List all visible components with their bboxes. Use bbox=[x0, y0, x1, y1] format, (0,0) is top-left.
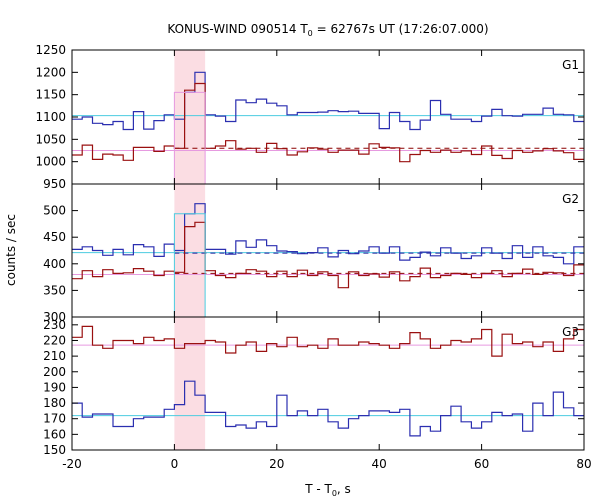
y-tick-label: 1000 bbox=[35, 155, 66, 169]
series-g3-blue bbox=[72, 380, 584, 437]
y-tick-label: 160 bbox=[43, 427, 66, 441]
x-tick-label: 40 bbox=[372, 457, 387, 471]
y-tick-label: 950 bbox=[43, 177, 66, 191]
y-axis-label: counts / sec bbox=[4, 214, 18, 286]
panel-label: G1 bbox=[562, 58, 579, 72]
y-tick-label: 190 bbox=[43, 380, 66, 394]
series-g1-red bbox=[72, 82, 584, 163]
panel-frame bbox=[71, 316, 585, 451]
y-tick-label: 300 bbox=[43, 310, 66, 324]
x-tick-label: 60 bbox=[474, 457, 489, 471]
y-tick-label: 220 bbox=[43, 333, 66, 347]
x-axis-label: T - T0, s bbox=[304, 482, 351, 498]
chart-title: KONUS-WIND 090514 T0 = 62767s UT (17:26:… bbox=[167, 22, 488, 38]
series-g2-blue bbox=[72, 203, 584, 265]
y-tick-label: 210 bbox=[43, 349, 66, 363]
x-tick-label: -20 bbox=[62, 457, 82, 471]
y-tick-label: 230 bbox=[43, 318, 66, 332]
panel-g2: 300 350 400 450 500 G2 bbox=[43, 183, 585, 324]
y-tick-label: 400 bbox=[43, 257, 66, 271]
panel-label: G3 bbox=[562, 325, 579, 339]
highlight-band bbox=[174, 50, 206, 184]
y-tick-label: 170 bbox=[43, 412, 66, 426]
y-tick-label: 450 bbox=[43, 230, 66, 244]
y-tick-label: 1200 bbox=[35, 65, 66, 79]
x-tick-label: 80 bbox=[576, 457, 591, 471]
overlay-cyan bbox=[173, 213, 206, 317]
series-g2-red bbox=[72, 221, 584, 289]
panel-g1: 950 1000 1050 1100 1150 1200 1250 G1 bbox=[35, 43, 585, 191]
series-g1-blue bbox=[72, 71, 584, 131]
series-g3-red bbox=[72, 325, 584, 357]
x-tick-label: 0 bbox=[171, 457, 179, 471]
panels-group: 950100010501100115012001250G130035040045… bbox=[35, 43, 591, 471]
y-tick-label: 1050 bbox=[35, 132, 66, 146]
y-tick-label: 1250 bbox=[35, 43, 66, 57]
x-tick-label: 20 bbox=[269, 457, 284, 471]
overlay-pink bbox=[173, 91, 206, 184]
highlight-band bbox=[174, 317, 206, 450]
panel-label: G2 bbox=[562, 192, 579, 206]
y-tick-label: 500 bbox=[43, 204, 66, 218]
y-tick-label: 150 bbox=[43, 443, 66, 457]
y-tick-label: 1150 bbox=[35, 88, 66, 102]
y-tick-label: 350 bbox=[43, 283, 66, 297]
y-tick-label: 180 bbox=[43, 396, 66, 410]
y-tick-label: 1100 bbox=[35, 110, 66, 124]
y-tick-label: 200 bbox=[43, 365, 66, 379]
